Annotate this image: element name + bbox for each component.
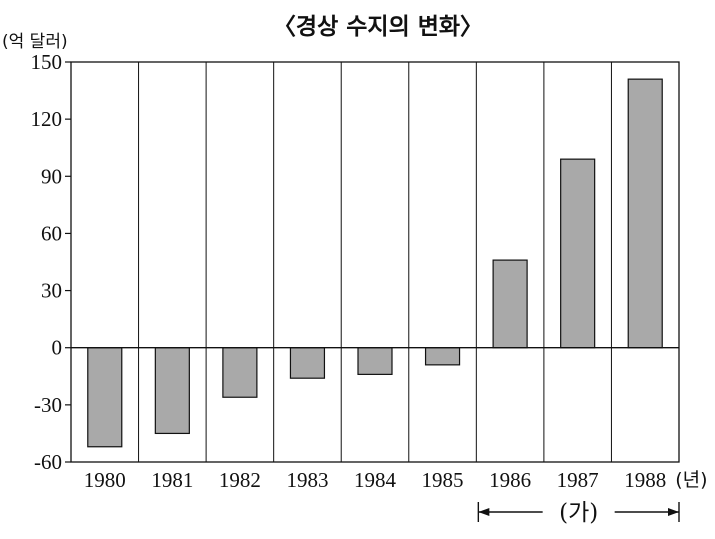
bar-1982: [222, 347, 258, 398]
x-tick-label: 1986: [489, 468, 531, 492]
x-tick-label: 1988: [624, 468, 666, 492]
bar-1984: [357, 347, 393, 375]
x-tick-label: 1987: [557, 468, 599, 492]
x-axis-unit-label: (년): [675, 469, 707, 491]
period-annotation: (가): [477, 500, 680, 526]
y-tick-label: 30: [41, 279, 62, 303]
chart-title: 〈경상 수지의 변화〉: [273, 13, 483, 40]
x-tick-label: 1980: [84, 468, 126, 492]
y-tick-label: 60: [41, 221, 62, 245]
annotation-left-arrowhead: [478, 508, 490, 516]
y-axis-ticks: 150 120 90 60 30 0 -30 -60: [31, 50, 71, 474]
y-tick-label: -30: [34, 393, 62, 417]
plot-area: [70, 61, 680, 463]
bar-1987: [560, 158, 596, 349]
x-axis-ticks: 1980 1981 1982 1983 1984 1985 1986 1987 1988: [84, 468, 666, 492]
bar-1988: [627, 78, 663, 349]
y-axis-unit-label: (억 달러): [2, 32, 68, 52]
y-tick-label: -60: [34, 450, 62, 474]
y-tick-label: 0: [52, 336, 63, 360]
bar-1981: [154, 347, 190, 435]
y-tick-label: 120: [31, 107, 63, 131]
x-tick-label: 1985: [422, 468, 464, 492]
bar-1980: [87, 347, 123, 448]
bars: [71, 78, 679, 448]
plot-frame: [70, 61, 680, 463]
x-tick-label: 1981: [151, 468, 193, 492]
bar-1983: [289, 347, 326, 379]
x-tick-label: 1982: [219, 468, 261, 492]
x-tick-label: 1984: [354, 468, 397, 492]
bar-1986: [492, 259, 528, 349]
bar-1985: [424, 347, 461, 366]
x-tick-label: 1983: [286, 468, 328, 492]
annotation-right-arrowhead: [668, 508, 679, 516]
y-tick-label: 90: [41, 164, 62, 188]
annotation-label: (가): [559, 500, 598, 526]
y-tick-label: 150: [31, 50, 63, 74]
